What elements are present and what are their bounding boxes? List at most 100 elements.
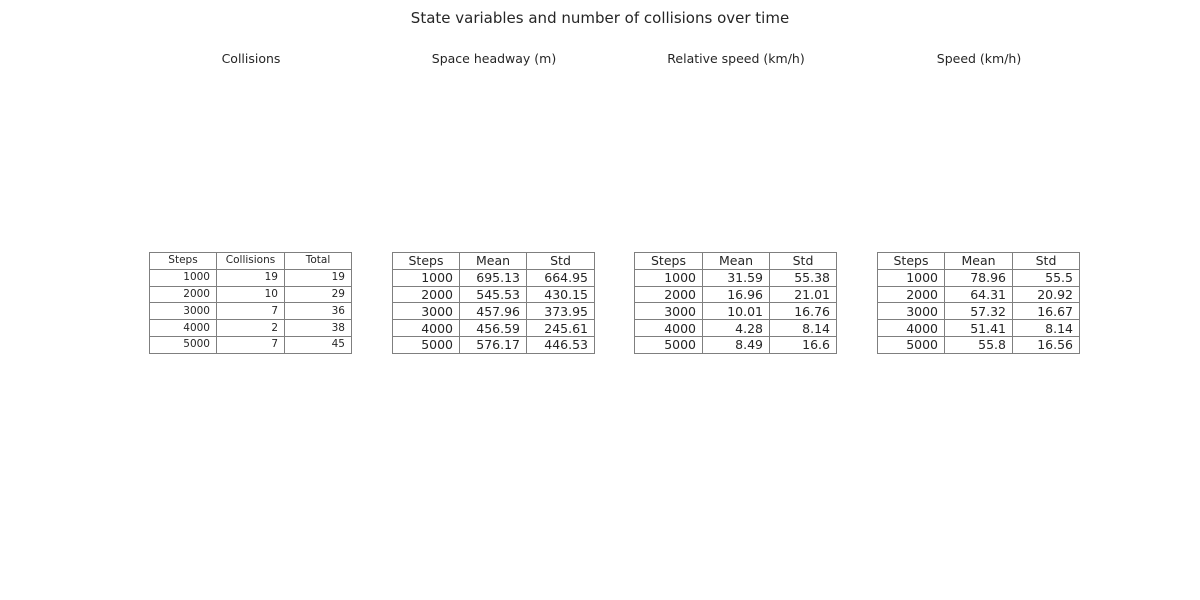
column-header: Steps (149, 252, 217, 270)
table-row: 5000 8.49 16.6 (634, 335, 837, 354)
table-row: 3000 57.32 16.67 (877, 302, 1080, 321)
column-header: Steps (634, 252, 703, 270)
table-cell: 16.6 (769, 335, 837, 354)
relative-speed-table: Steps Mean Std 1000 31.59 55.38 2000 16.96 21.01… (634, 252, 837, 354)
table-cell: 3000 (634, 302, 703, 321)
table-row: 2000 10 29 (149, 285, 352, 304)
table-header-row: Steps Mean Std (877, 252, 1080, 270)
table-row: 4000 456.59 245.61 (392, 319, 595, 337)
table-cell: 31.59 (702, 268, 770, 287)
table-cell: 2000 (634, 285, 703, 304)
table-cell: 64.31 (944, 285, 1013, 304)
table-cell: 430.15 (526, 285, 595, 304)
table-header-row: Steps Mean Std (392, 252, 595, 270)
table-row: 3000 10.01 16.76 (634, 302, 837, 321)
table-cell: 1000 (877, 268, 945, 287)
table-cell: 10.01 (702, 302, 770, 321)
table-header-row: Steps Collisions Total (149, 252, 352, 270)
column-header: Steps (392, 252, 460, 270)
table-cell: 19 (284, 268, 352, 287)
table-cell: 36 (284, 302, 352, 321)
panel-title-collisions: Collisions (221, 51, 281, 66)
table-cell: 7 (216, 302, 285, 321)
table-cell: 664.95 (526, 268, 595, 287)
table-header-row: Steps Mean Std (634, 252, 837, 270)
table-cell: 57.32 (944, 302, 1013, 321)
panel-title-relative-speed: Relative speed (km/h) (667, 51, 805, 66)
table-cell: 8.14 (769, 319, 837, 337)
table-row: 2000 16.96 21.01 (634, 285, 837, 304)
panel-title-space-headway: Space headway (m) (431, 51, 557, 66)
table-cell: 1000 (634, 268, 703, 287)
table-cell: 55.38 (769, 268, 837, 287)
table-row: 3000 457.96 373.95 (392, 302, 595, 321)
space-headway-table: Steps Mean Std 1000 695.13 664.95 2000 545.53 43… (392, 252, 595, 354)
table-row: 2000 64.31 20.92 (877, 285, 1080, 304)
table-cell: 1000 (149, 268, 217, 287)
table-cell: 21.01 (769, 285, 837, 304)
column-header: Std (769, 252, 837, 270)
table-cell: 5000 (634, 335, 703, 354)
table-cell: 4000 (877, 319, 945, 337)
table-cell: 78.96 (944, 268, 1013, 287)
table-cell: 20.92 (1012, 285, 1080, 304)
table-cell: 7 (216, 335, 285, 354)
column-header: Mean (944, 252, 1013, 270)
table-cell: 545.53 (459, 285, 527, 304)
column-header: Std (526, 252, 595, 270)
table-row: 4000 4.28 8.14 (634, 319, 837, 337)
table-cell: 373.95 (526, 302, 595, 321)
table-cell: 5000 (149, 335, 217, 354)
table-row: 5000 55.8 16.56 (877, 335, 1080, 354)
table-cell: 19 (216, 268, 285, 287)
table-cell: 4000 (634, 319, 703, 337)
column-header: Mean (459, 252, 527, 270)
column-header: Collisions (216, 252, 285, 270)
table-cell: 10 (216, 285, 285, 304)
table-cell: 2000 (877, 285, 945, 304)
column-header: Steps (877, 252, 945, 270)
table-cell: 55.8 (944, 335, 1013, 354)
table-row: 4000 2 38 (149, 319, 352, 337)
table-cell: 55.5 (1012, 268, 1080, 287)
table-cell: 45 (284, 335, 352, 354)
table-cell: 3000 (877, 302, 945, 321)
table-cell: 2 (216, 319, 285, 337)
table-cell: 4000 (149, 319, 217, 337)
table-row: 1000 695.13 664.95 (392, 268, 595, 287)
table-row: 5000 576.17 446.53 (392, 335, 595, 354)
table-cell: 456.59 (459, 319, 527, 337)
table-cell: 8.14 (1012, 319, 1080, 337)
table-cell: 4.28 (702, 319, 770, 337)
table-cell: 16.67 (1012, 302, 1080, 321)
table-cell: 457.96 (459, 302, 527, 321)
table-cell: 16.56 (1012, 335, 1080, 354)
collisions-table: Steps Collisions Total 1000 19 19 2000 10 29 3000… (149, 252, 352, 354)
table-cell: 38 (284, 319, 352, 337)
table-row: 5000 7 45 (149, 335, 352, 354)
column-header: Total (284, 252, 352, 270)
table-cell: 2000 (392, 285, 460, 304)
table-cell: 576.17 (459, 335, 527, 354)
column-header: Mean (702, 252, 770, 270)
table-row: 1000 19 19 (149, 268, 352, 287)
table-cell: 446.53 (526, 335, 595, 354)
table-cell: 51.41 (944, 319, 1013, 337)
table-cell: 4000 (392, 319, 460, 337)
table-cell: 695.13 (459, 268, 527, 287)
table-cell: 16.76 (769, 302, 837, 321)
table-row: 1000 78.96 55.5 (877, 268, 1080, 287)
table-cell: 1000 (392, 268, 460, 287)
table-cell: 16.96 (702, 285, 770, 304)
column-header: Std (1012, 252, 1080, 270)
table-cell: 29 (284, 285, 352, 304)
speed-table: Steps Mean Std 1000 78.96 55.5 2000 64.31 20.92 3… (877, 252, 1080, 354)
table-row: 3000 7 36 (149, 302, 352, 321)
table-cell: 3000 (149, 302, 217, 321)
panel-title-speed: Speed (km/h) (936, 51, 1022, 66)
table-cell: 5000 (877, 335, 945, 354)
table-row: 1000 31.59 55.38 (634, 268, 837, 287)
figure-title: State variables and number of collisions… (410, 9, 790, 27)
table-row: 4000 51.41 8.14 (877, 319, 1080, 337)
table-cell: 2000 (149, 285, 217, 304)
